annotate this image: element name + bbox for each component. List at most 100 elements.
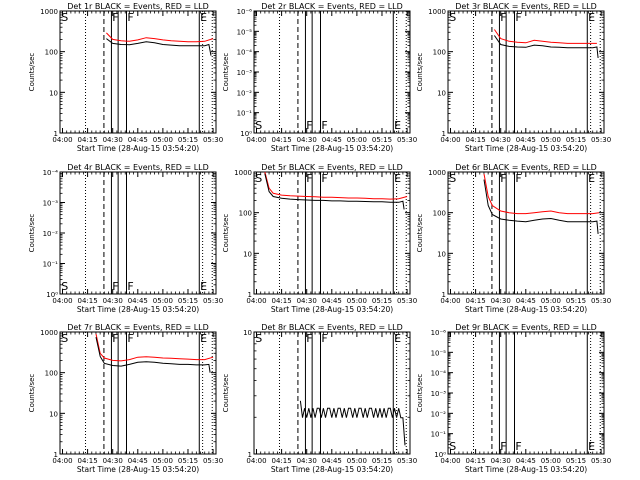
x-tick-label: 04:00 xyxy=(246,297,266,305)
y-axis-label: Counts/sec xyxy=(416,374,424,413)
panel-title: Det 4r BLACK = Events, RED = LLD xyxy=(67,163,209,172)
x-tick-label: 05:30 xyxy=(591,136,611,144)
x-tick-label: 04:15 xyxy=(78,136,98,144)
x-axis-label: Start Time (28-Aug-15 03:54:20) xyxy=(77,305,199,314)
x-tick-label: 05:30 xyxy=(203,136,223,144)
events-series-line xyxy=(299,400,406,446)
y-axis-label: Counts/sec xyxy=(416,53,424,92)
x-tick-label: 04:30 xyxy=(491,457,511,465)
y-tick-label: 1 xyxy=(54,451,58,459)
y-tick-label: 1 xyxy=(54,130,58,138)
x-tick-label: 04:30 xyxy=(103,297,123,305)
y-tick-label: 10⁻³ xyxy=(43,200,59,208)
y-tick-label: 10⁻² xyxy=(43,230,59,238)
x-tick-label: 04:00 xyxy=(440,297,460,305)
x-tick-label: 04:45 xyxy=(128,136,148,144)
y-tick-label: 10 xyxy=(243,329,252,337)
x-tick-label: 05:15 xyxy=(178,457,198,465)
y-tick-label: 10⁻⁴ xyxy=(43,169,59,177)
flag-letter-f: F xyxy=(306,172,312,185)
x-tick-label: 04:15 xyxy=(78,457,98,465)
x-tick-label: 05:30 xyxy=(397,136,417,144)
flag-letter-f: F xyxy=(306,119,312,132)
x-tick-label: 05:00 xyxy=(541,136,561,144)
x-tick-label: 04:00 xyxy=(440,136,460,144)
panel-title: Det 9r BLACK = Events, RED = LLD xyxy=(455,323,597,332)
x-axis-label: Start Time (28-Aug-15 03:54:20) xyxy=(77,465,199,474)
flag-letter-e: E xyxy=(394,172,401,185)
x-tick-label: 04:15 xyxy=(272,136,292,144)
y-tick-label: 1000 xyxy=(40,8,58,16)
flag-letter-s: S xyxy=(61,332,68,345)
events-series-line xyxy=(483,179,599,234)
y-tick-label: 10 xyxy=(49,410,58,418)
panel-3: Det 3r BLACK = Events, RED = LLD 1 10 100 10… xyxy=(416,2,611,153)
flag-letter-s: S xyxy=(61,11,68,24)
panel-title: Det 8r BLACK = Events, RED = LLD xyxy=(261,323,403,332)
x-tick-label: 05:00 xyxy=(153,457,173,465)
x-tick-label: 04:30 xyxy=(103,457,123,465)
y-tick-label: 1 xyxy=(248,291,252,299)
x-tick-label: 04:15 xyxy=(272,457,292,465)
y-tick-label: 10⁰ xyxy=(46,291,58,299)
panel-title: Det 2r BLACK = Events, RED = LLD xyxy=(261,2,403,11)
panel-title: Det 7r BLACK = Events, RED = LLD xyxy=(67,323,209,332)
flag-letter-f: F xyxy=(127,11,133,24)
y-axis-label: Counts/sec xyxy=(28,214,36,253)
y-tick-label: 10⁻³ xyxy=(431,390,447,398)
panel-4: Det 4r BLACK = Events, RED = LLD 10⁰ 10⁻¹ 1… xyxy=(28,163,223,314)
flag-letter-e: E xyxy=(588,172,595,185)
y-tick-label: 10⁻⁴ xyxy=(237,49,253,57)
flag-letter-e: E xyxy=(200,332,207,345)
x-axis-label: Start Time (28-Aug-15 03:54:20) xyxy=(271,144,393,153)
panel-1: Det 1r BLACK = Events, RED = LLD 1 10 100 10… xyxy=(28,2,223,153)
events-series-line xyxy=(95,336,211,373)
x-tick-label: 05:00 xyxy=(541,457,561,465)
lld-series-line xyxy=(106,32,214,43)
x-tick-label: 05:30 xyxy=(397,297,417,305)
panel-8: Det 8r BLACK = Events, RED = LLD 1 10 Count… xyxy=(222,323,417,474)
x-axis-label: Start Time (28-Aug-15 03:54:20) xyxy=(465,305,587,314)
y-tick-label: 10⁻⁵ xyxy=(431,349,447,357)
panel-6: Det 6r BLACK = Events, RED = LLD 1 10 100 10… xyxy=(416,163,611,314)
x-tick-label: 04:30 xyxy=(297,297,317,305)
y-tick-label: 1 xyxy=(442,130,446,138)
x-tick-label: 05:15 xyxy=(178,136,198,144)
flag-letter-s: S xyxy=(255,172,262,185)
events-series-line xyxy=(493,35,599,59)
flag-letter-s: S xyxy=(449,11,456,24)
y-tick-label: 100 xyxy=(239,210,252,218)
y-tick-label: 10 xyxy=(243,250,252,258)
x-tick-label: 04:45 xyxy=(128,297,148,305)
x-tick-label: 04:45 xyxy=(516,297,536,305)
panel-title: Det 1r BLACK = Events, RED = LLD xyxy=(67,2,209,11)
plot-frame xyxy=(253,331,411,455)
plot-frame xyxy=(447,171,605,295)
x-tick-label: 05:30 xyxy=(591,457,611,465)
flag-letter-e: E xyxy=(588,440,595,453)
y-tick-label: 100 xyxy=(433,49,446,57)
y-tick-label: 10 xyxy=(437,250,446,258)
y-tick-label: 10⁻⁶ xyxy=(237,8,253,16)
x-tick-label: 04:15 xyxy=(466,136,486,144)
x-tick-label: 05:30 xyxy=(397,457,417,465)
flag-letter-s: S xyxy=(255,119,262,132)
y-tick-label: 1 xyxy=(248,451,252,459)
x-tick-label: 04:45 xyxy=(128,457,148,465)
y-tick-label: 10⁰ xyxy=(240,130,252,138)
lld-series-line xyxy=(493,29,597,44)
panel-9: Det 9r BLACK = Events, RED = LLD 10⁰ 10⁻¹ 1… xyxy=(416,323,611,474)
y-tick-label: 100 xyxy=(433,210,446,218)
flag-letter-e: E xyxy=(200,280,207,293)
flag-letter-f: F xyxy=(112,11,118,24)
y-tick-label: 10⁻¹ xyxy=(43,261,59,269)
panel-7: Det 7r BLACK = Events, RED = LLD 1 10 100 10… xyxy=(28,323,223,474)
x-tick-label: 04:00 xyxy=(52,457,72,465)
flag-letter-f: F xyxy=(127,280,133,293)
x-tick-label: 04:45 xyxy=(322,297,342,305)
lld-series-line xyxy=(483,173,600,215)
flag-letter-e: E xyxy=(394,332,401,345)
y-axis-label: Counts/sec xyxy=(222,214,230,253)
x-tick-label: 05:30 xyxy=(591,297,611,305)
